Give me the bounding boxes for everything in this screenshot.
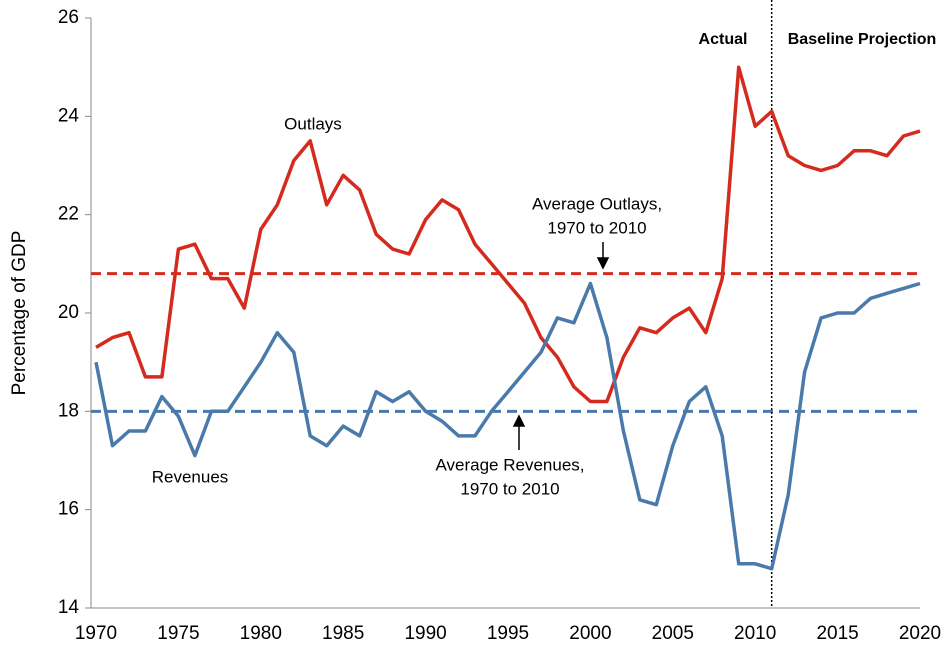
annotation: Average Revenues, [435, 455, 584, 474]
x-tick-label: 2010 [734, 623, 776, 644]
annotation: Revenues [152, 467, 229, 486]
y-tick-label: 14 [58, 597, 80, 618]
y-tick-label: 16 [58, 499, 79, 520]
plot: 14 16 18 20 22 24 26 1970 1975 1980 1985 1990 1995 20… [58, 0, 941, 644]
annotation: Actual [699, 31, 748, 48]
x-tick-label: 1980 [240, 623, 282, 644]
series-line [94, 281, 921, 571]
annotation: Outlays [284, 114, 342, 133]
y-axis-label: Percentage of GDP [9, 231, 30, 396]
x-tick-label: 2005 [652, 623, 694, 644]
annotation: Baseline Projection [788, 31, 937, 48]
x-tick-label: 1995 [487, 623, 529, 644]
y-tick-label: 26 [58, 7, 79, 28]
y-tick-label: 18 [58, 400, 79, 421]
x-tick-label: 1990 [404, 623, 446, 644]
annotation: 1970 to 2010 [460, 479, 559, 498]
x-tick-label: 2015 [816, 623, 858, 644]
arrow [512, 242, 610, 450]
x-tick-label: 1970 [75, 623, 117, 644]
annotation: Average Outlays, [532, 194, 662, 213]
x-tick-label: 2020 [899, 623, 941, 644]
x-tick-label: 1975 [157, 623, 199, 644]
series-line [95, 65, 921, 404]
x-tick-label: 1985 [322, 623, 364, 644]
y-tick-label: 20 [58, 302, 79, 323]
x-tick-label: 2000 [569, 623, 611, 644]
y-tick-label: 22 [58, 204, 79, 225]
annotation: 1970 to 2010 [547, 218, 646, 237]
y-tick-label: 24 [58, 105, 80, 126]
